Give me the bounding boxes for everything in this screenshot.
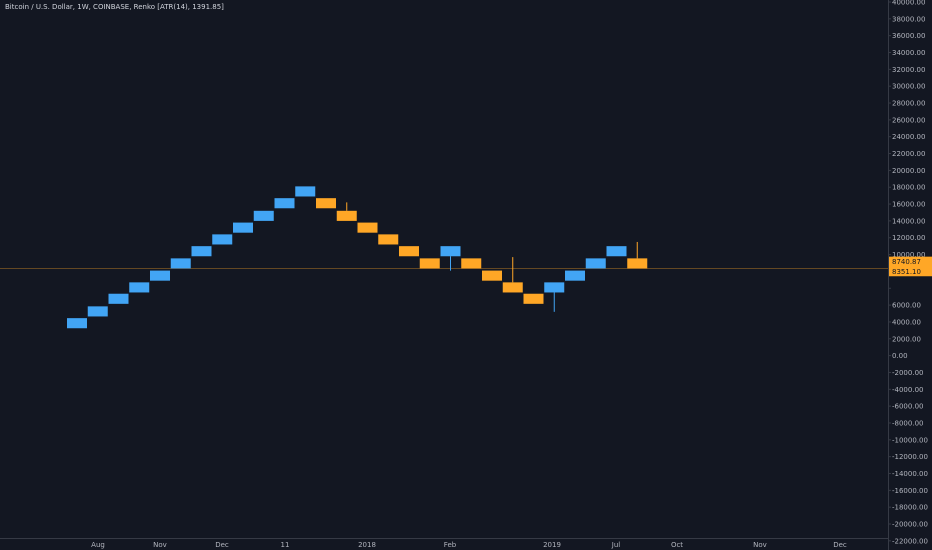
- renko-brick-down: [336, 210, 357, 221]
- renko-brick-up: [565, 270, 585, 281]
- y-tick-label: 34000.00: [892, 49, 925, 57]
- y-tick-label: -4000.00: [892, 386, 923, 394]
- y-tick-label: 26000.00: [892, 116, 925, 124]
- renko-brick-down: [502, 282, 523, 293]
- renko-brick-up: [67, 318, 87, 329]
- y-tick-label: -8000.00: [892, 419, 923, 427]
- y-tick-label: 6000.00: [892, 302, 921, 310]
- renko-brick-up: [544, 282, 565, 293]
- price-tag-box: [889, 266, 932, 277]
- chart-title: Bitcoin / U.S. Dollar, 1W, COINBASE, Ren…: [5, 3, 224, 11]
- renko-brick-up: [295, 186, 316, 197]
- y-tick-label: 20000.00: [892, 167, 925, 175]
- x-tick-label: Nov: [153, 541, 167, 549]
- renko-brick-down: [357, 222, 378, 233]
- x-tick-label: Jul: [611, 541, 621, 549]
- renko-brick-up: [274, 198, 295, 209]
- x-tick-label: Dec: [833, 541, 847, 549]
- renko-brick-up: [233, 222, 253, 233]
- x-tick-label: Aug: [91, 541, 105, 549]
- x-axis[interactable]: Aug Nov Dec 11 2018 Feb 2019 Jul Oct Nov Dec: [91, 541, 847, 549]
- y-tick-label: 32000.00: [892, 66, 925, 74]
- y-tick-label: -10000.00: [892, 436, 928, 444]
- y-tick-label: 16000.00: [892, 201, 925, 209]
- y-tick-label: -6000.00: [892, 403, 923, 411]
- price-tag-label: 8351.10: [892, 268, 921, 276]
- price-tag-box: [889, 256, 932, 267]
- renko-brick-down: [523, 293, 544, 304]
- x-tick-label: Feb: [444, 541, 457, 549]
- x-tick-label: Nov: [753, 541, 767, 549]
- y-tick-label: 38000.00: [892, 15, 925, 23]
- y-tick-label: 28000.00: [892, 100, 925, 108]
- price-tags: 8740.87 8351.10: [889, 256, 932, 277]
- y-tick-label: 40000.00: [892, 0, 925, 7]
- renko-brick-down: [419, 258, 440, 269]
- renko-brick-down: [482, 270, 502, 281]
- y-tick-label: 12000.00: [892, 234, 925, 242]
- x-tick-label: 2018: [358, 541, 376, 549]
- y-tick-label: -16000.00: [892, 487, 928, 495]
- renko-brick-up: [191, 246, 212, 257]
- x-tick-label: 2019: [543, 541, 561, 549]
- bricks-layer: [67, 186, 648, 329]
- y-tick-label: 36000.00: [892, 32, 925, 40]
- y-axis[interactable]: 40000.00 38000.00 36000.00 34000.00 32000.00…: [888, 0, 928, 545]
- y-tick-label: 14000.00: [892, 217, 925, 225]
- renko-brick-up: [253, 210, 274, 221]
- renko-brick-up: [606, 246, 627, 257]
- y-tick-label: -14000.00: [892, 470, 928, 478]
- y-tick-label: 4000.00: [892, 318, 921, 326]
- renko-brick-down: [399, 246, 419, 257]
- y-tick-label: 18000.00: [892, 184, 925, 192]
- price-tag-label: 8740.87: [892, 258, 921, 266]
- y-tick-label: -18000.00: [892, 504, 928, 512]
- renko-brick-up: [170, 258, 191, 269]
- renko-brick-up: [108, 293, 129, 304]
- y-tick-label: 22000.00: [892, 150, 925, 158]
- renko-brick-down: [316, 198, 336, 209]
- y-tick-label: 0.00: [892, 352, 908, 360]
- renko-brick-down: [461, 258, 482, 269]
- x-tick-label: 11: [281, 541, 290, 549]
- renko-brick-up: [129, 282, 150, 293]
- y-tick-label: 10000.00: [892, 251, 925, 259]
- renko-brick-up: [585, 258, 606, 269]
- renko-brick-up: [150, 270, 170, 281]
- renko-brick-up: [440, 246, 461, 257]
- y-tick-label: -12000.00: [892, 453, 928, 461]
- y-tick-label: -22000.00: [892, 537, 928, 545]
- renko-brick-down: [378, 234, 399, 245]
- y-tick-label: 24000.00: [892, 133, 925, 141]
- renko-brick-up: [212, 234, 233, 245]
- y-tick-label: -20000.00: [892, 521, 928, 529]
- renko-brick-up: [87, 306, 108, 317]
- y-tick-label: 2000.00: [892, 335, 921, 343]
- y-tick-label: -2000.00: [892, 369, 923, 377]
- y-tick-label: 30000.00: [892, 83, 925, 91]
- x-tick-label: Oct: [671, 541, 683, 549]
- renko-brick-down: [627, 258, 648, 269]
- x-tick-label: Dec: [215, 541, 229, 549]
